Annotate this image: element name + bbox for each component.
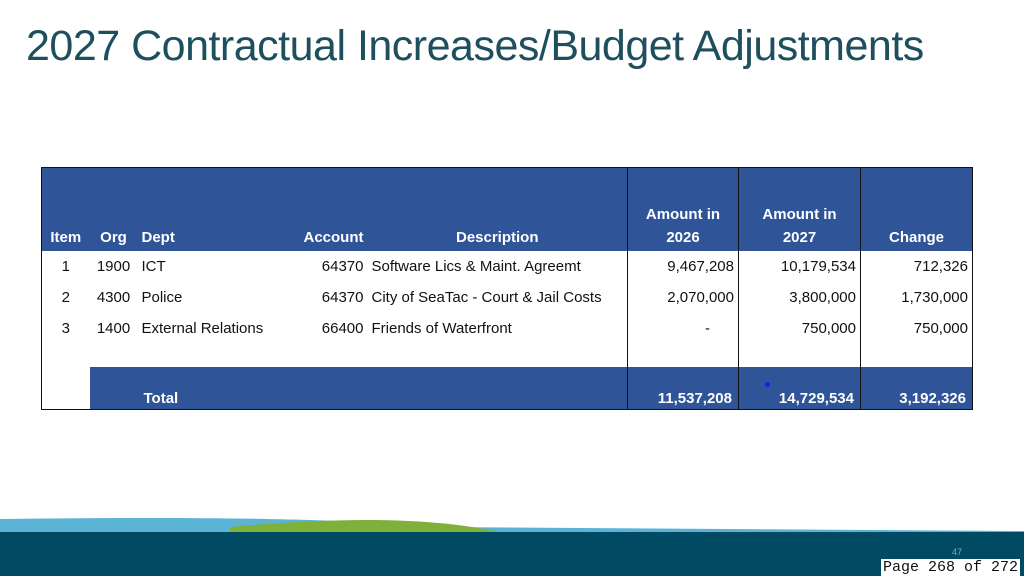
cell-org: 4300: [96, 289, 131, 306]
page-footer: Page 268 of 272: [880, 559, 1020, 576]
total-amount-2027: 14,729,534: [738, 367, 861, 410]
header-item: Item: [41, 167, 90, 251]
header-amount-2026: Amount in 2026: [627, 167, 739, 251]
cell-amount-2026: 9,467,208: [627, 251, 739, 282]
cell-item: 1: [61, 258, 70, 275]
table-row: 3 1400 External Relations 66400 Friends …: [42, 313, 973, 344]
budget-table-container: Item Org Dept Account Description Amount…: [41, 167, 973, 410]
cursor-dot: [765, 382, 770, 387]
header-amount-2026-line2: 2026: [666, 229, 700, 246]
table-header-row: Item Org Dept Account Description Amount…: [41, 167, 973, 251]
cell-amount-2027: 750,000: [738, 313, 861, 344]
table-row: 1 1900 ICT 64370 Software Lics & Maint. …: [42, 251, 973, 282]
header-dept: Dept: [137, 167, 293, 251]
cell-account: 66400: [321, 320, 364, 337]
cell-change: 750,000: [860, 313, 973, 344]
cell-org: 1400: [96, 320, 131, 337]
header-change: Change: [860, 167, 973, 251]
slide-number: 47: [951, 547, 962, 557]
header-org: Org: [89, 167, 138, 251]
cell-change: 712,326: [860, 251, 973, 282]
cell-dept: Police: [141, 289, 183, 306]
table-row: 2 4300 Police 64370 City of SeaTac - Cou…: [42, 282, 973, 313]
header-amount-2027-line2: 2027: [782, 229, 817, 246]
cell-org: 1900: [96, 258, 131, 275]
cell-dept: ICT: [141, 258, 166, 275]
header-amount-2026-line1: Amount in: [645, 206, 721, 223]
budget-adjustments-table: Item Org Dept Account Description Amount…: [41, 167, 973, 410]
cell-amount-2027: 3,800,000: [738, 282, 861, 313]
header-account: Account: [292, 167, 368, 251]
footer-band: [0, 532, 1024, 576]
table-spacer-row: [42, 344, 973, 367]
cell-item: 2: [61, 289, 70, 306]
cell-description: Software Lics & Maint. Agreemt: [371, 258, 581, 275]
total-label: Total: [137, 367, 293, 410]
cell-change: 1,730,000: [860, 282, 973, 313]
cell-account: 64370: [321, 258, 364, 275]
cell-amount-2027: 10,179,534: [738, 251, 861, 282]
total-row: Total 11,537,208 14,729,534 3,192,326: [41, 367, 973, 410]
total-amount-2026: 11,537,208: [627, 367, 739, 410]
slide-title: 2027 Contractual Increases/Budget Adjust…: [26, 22, 924, 70]
cell-account: 64370: [321, 289, 364, 306]
cell-item: 3: [61, 320, 70, 337]
cell-description: City of SeaTac - Court & Jail Costs: [371, 289, 602, 306]
header-description: Description: [367, 167, 628, 251]
cell-dept: External Relations: [141, 320, 264, 337]
cell-description: Friends of Waterfront: [371, 320, 512, 337]
header-amount-2027: Amount in 2027: [738, 167, 861, 251]
header-amount-2027-line1: Amount in: [762, 206, 837, 223]
total-change: 3,192,326: [860, 367, 973, 410]
cell-amount-2026: 2,070,000: [627, 282, 739, 313]
cell-amount-2026: -: [627, 313, 739, 344]
